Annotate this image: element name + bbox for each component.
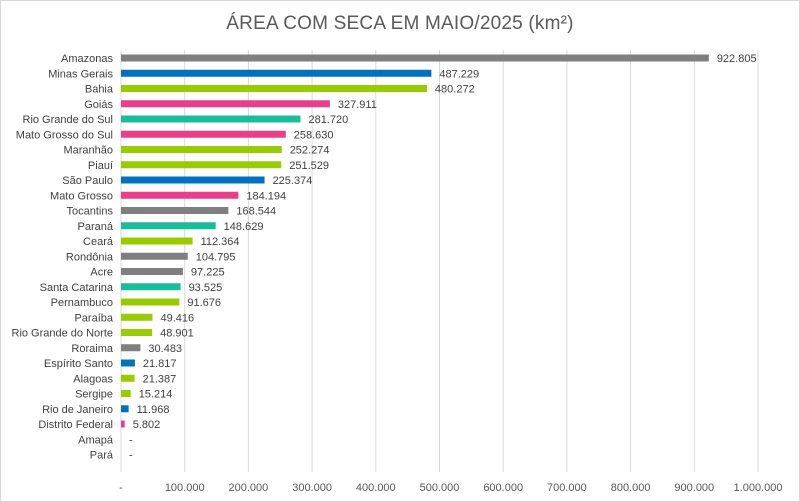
- value-label: 93.525: [189, 282, 223, 294]
- value-label: 15.214: [139, 389, 173, 401]
- category-label: Roraima: [71, 343, 113, 355]
- value-label: 21.817: [143, 358, 177, 370]
- bar: [121, 161, 282, 169]
- bar: [121, 374, 135, 382]
- value-label: -: [129, 450, 133, 462]
- value-label: 251.529: [289, 160, 329, 172]
- category-label: Rio Grande do Sul: [23, 114, 114, 126]
- bar: [121, 237, 193, 245]
- value-label: 21.387: [143, 373, 177, 385]
- bar: [121, 390, 131, 397]
- bar: [121, 283, 181, 291]
- bar: [121, 252, 188, 260]
- category-label: Paraíba: [74, 312, 113, 324]
- category-label: Alagoas: [73, 373, 113, 385]
- x-tick-label: 100.000: [165, 482, 205, 494]
- category-label: Amapá: [78, 434, 114, 446]
- x-tick-label: -: [119, 482, 123, 494]
- category-label: Rio de Janeiro: [42, 404, 113, 416]
- value-label: 30.483: [148, 343, 182, 355]
- category-label: Distrito Federal: [38, 419, 113, 431]
- value-label: 5.802: [133, 419, 161, 431]
- value-label: 97.225: [191, 267, 225, 279]
- bar: [121, 146, 282, 153]
- x-tick-label: 1.000.000: [734, 482, 783, 494]
- value-label: 480.272: [435, 84, 475, 96]
- value-label: 148.629: [224, 221, 264, 233]
- bar: [121, 420, 125, 428]
- x-tick-label: 300.000: [292, 482, 332, 494]
- value-label: 252.274: [290, 145, 330, 157]
- value-label: 184.194: [246, 190, 286, 202]
- category-label: Goiás: [84, 99, 113, 111]
- category-label: Acre: [90, 267, 113, 279]
- bar: [121, 298, 180, 306]
- value-label: 91.676: [187, 297, 221, 309]
- bar: [121, 268, 183, 275]
- value-label: 104.795: [196, 251, 236, 263]
- bar: [121, 207, 229, 214]
- category-label: Piauí: [88, 160, 113, 172]
- category-label: Tocantins: [67, 206, 114, 218]
- value-label: -: [129, 434, 133, 446]
- bar: [121, 344, 141, 352]
- value-label: 48.901: [160, 328, 194, 340]
- bar: [121, 222, 216, 230]
- bar: [121, 69, 432, 77]
- category-label: Paraná: [78, 221, 114, 233]
- bar: [121, 85, 427, 92]
- value-label: 112.364: [201, 236, 240, 248]
- value-label: 168.544: [236, 206, 276, 218]
- x-tick-label: 200.000: [229, 482, 269, 494]
- category-label: Mato Grosso: [50, 190, 113, 202]
- x-tick-label: 600.000: [483, 482, 523, 494]
- category-label: Espírito Santo: [44, 358, 113, 370]
- category-label: Ceará: [83, 236, 114, 248]
- value-label: 922.805: [717, 53, 757, 65]
- category-label: Pará: [90, 450, 114, 462]
- category-label: Amazonas: [61, 53, 113, 65]
- bar: [121, 359, 135, 367]
- category-label: Minas Gerais: [48, 68, 113, 80]
- category-label: Mato Grosso do Sul: [16, 129, 113, 141]
- bar: [121, 130, 286, 138]
- x-tick-label: 800.000: [611, 482, 651, 494]
- value-label: 11.968: [137, 404, 170, 416]
- bar: [121, 191, 239, 199]
- category-label: Rondônia: [66, 251, 114, 263]
- category-label: São Paulo: [62, 175, 113, 187]
- category-label: Sergipe: [75, 389, 113, 401]
- x-tick-label: 400.000: [356, 482, 396, 494]
- bar: [121, 54, 709, 62]
- category-label: Pernambuco: [51, 297, 113, 309]
- chart-title: ÁREA COM SECA EM MAIO/2025 (km²): [226, 13, 574, 34]
- x-tick-label: 500.000: [420, 482, 460, 494]
- category-label: Santa Catarina: [40, 282, 114, 294]
- value-label: 258.630: [294, 129, 334, 141]
- category-label: Bahia: [85, 84, 114, 96]
- category-label: Maranhão: [63, 145, 113, 157]
- bar: [121, 313, 153, 321]
- bar: [121, 405, 129, 413]
- value-label: 225.374: [273, 175, 313, 187]
- bar: [121, 100, 330, 108]
- x-tick-label: 900.000: [674, 482, 714, 494]
- bar: [121, 329, 153, 336]
- value-label: 281.720: [308, 114, 348, 126]
- bar: [121, 176, 265, 184]
- x-tick-label: 700.000: [547, 482, 587, 494]
- bar: [121, 115, 301, 123]
- value-label: 327.911: [338, 99, 377, 111]
- category-label: Rio Grande do Norte: [12, 328, 114, 340]
- value-label: 487.229: [439, 68, 479, 80]
- value-label: 49.416: [160, 312, 194, 324]
